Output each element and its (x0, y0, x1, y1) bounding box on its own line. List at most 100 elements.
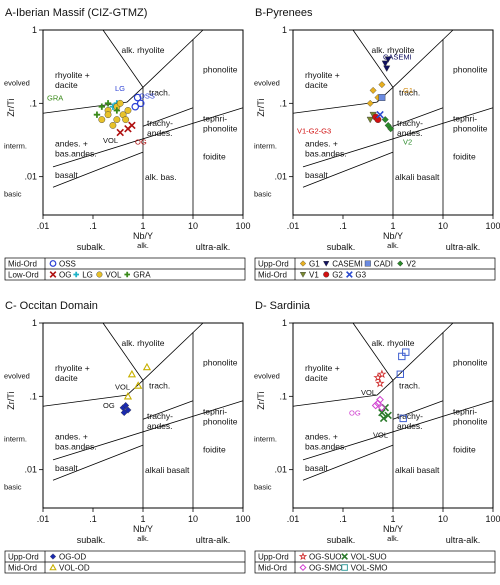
field-label-line: bas.andes. (55, 149, 97, 159)
legend-group-label: Low-Ord (8, 271, 39, 280)
field-label: phonolite (203, 358, 238, 368)
field-label-line: trachy- (147, 118, 173, 128)
field-label-line: rhyolite + (55, 363, 90, 373)
annotation-label: GRA (47, 93, 63, 102)
field-boundary-line (102, 322, 144, 381)
y-tick-label: .1 (29, 391, 37, 401)
field-label: basalt (55, 463, 78, 473)
field-label-line: andes. (397, 128, 423, 138)
data-point (122, 402, 130, 409)
side-label: interm. (254, 141, 277, 150)
legend-symbol (124, 271, 130, 278)
field-label: trachy-andes. (147, 411, 173, 431)
y-tick-label: .1 (279, 391, 287, 401)
field-label: basalt (305, 170, 328, 180)
x-tick-label: 10 (438, 514, 448, 524)
annotation-label: OG (135, 138, 147, 147)
x-tick-label: .1 (89, 221, 97, 231)
legend-item-label: VOL-SUO (351, 553, 387, 562)
data-point (378, 94, 386, 101)
data-point (116, 99, 124, 107)
panel-title: C- Occitan Domain (5, 300, 98, 312)
legend-symbol (49, 553, 57, 560)
annotation-label: V2 (403, 138, 412, 147)
field-label: rhyolite + dacite (55, 70, 90, 90)
field-label-line: dacite (305, 373, 328, 383)
data-point (366, 99, 374, 107)
series-cadi (378, 94, 386, 101)
field-boundary-line (392, 322, 454, 381)
side-label: basic (254, 483, 272, 492)
field-label-line: bas.andes. (55, 442, 97, 452)
data-point (376, 110, 384, 119)
alk-bottom-label: alk. (387, 534, 399, 543)
data-point (381, 60, 389, 68)
field-label: phonolite (453, 358, 488, 368)
legend-symbol (323, 271, 330, 278)
data-point (120, 409, 128, 417)
data-point (123, 391, 133, 400)
data-point (116, 128, 124, 137)
legend-symbol (96, 271, 103, 278)
data-point (133, 93, 142, 102)
x-tick-label: .1 (339, 221, 347, 231)
panel-title: D- Sardinia (255, 300, 311, 312)
data-point (387, 125, 395, 133)
series-og-smo (371, 395, 386, 412)
field-label-line: bas.andes. (305, 149, 347, 159)
field-label-line: trachy- (397, 411, 423, 421)
series-g3 (376, 110, 384, 119)
field-boundary-line (292, 394, 378, 407)
data-point (369, 86, 377, 94)
panel-title: A-Iberian Massif (CIZ-GTMZ) (5, 7, 147, 19)
x-tick-label: .1 (339, 514, 347, 524)
annotation-label: LG (115, 84, 125, 93)
field-label: tephri-phonolite (203, 114, 238, 134)
field-boundary-line (292, 101, 378, 114)
field-label-line: phonolite (203, 124, 238, 134)
field-boundary-line (142, 29, 204, 88)
field-label-line: dacite (305, 80, 328, 90)
side-label: evolved (4, 372, 30, 381)
field-boundary-line (392, 400, 444, 420)
data-point (104, 100, 112, 107)
alk-bottom-label: alk. (387, 241, 399, 250)
field-label-line: andes. + (305, 432, 338, 442)
data-point (124, 406, 132, 414)
legend-item-label: OG (59, 271, 71, 280)
legend-item-label: G2 (332, 271, 343, 280)
data-point (98, 116, 106, 123)
field-boundary-line (142, 400, 194, 420)
legend-symbol (49, 271, 57, 278)
field-label: alkali basalt (395, 172, 440, 182)
legend-symbol (364, 260, 371, 267)
legend-item-label: LG (82, 271, 93, 280)
field-label-line: bas.andes. (305, 442, 347, 452)
legend-item-label: OG-SUO (309, 553, 341, 562)
data-point (375, 378, 385, 388)
data-point (134, 381, 143, 389)
legend-symbol (298, 552, 308, 561)
x-tick-label: .01 (287, 514, 300, 524)
annotation-label: VOL (361, 388, 376, 397)
y-tick-label: .1 (279, 98, 287, 108)
data-point (104, 111, 112, 119)
field-label: trachy-andes. (397, 118, 423, 138)
field-boundary-line (102, 29, 144, 88)
field-label: foidite (203, 445, 226, 455)
field-label-line: andes. + (55, 432, 88, 442)
field-label: trach. (149, 88, 170, 98)
annotation-label: VOL (103, 136, 118, 145)
side-label: basic (4, 483, 22, 492)
field-label: rhyolite + dacite (305, 363, 340, 383)
field-label: trach. (399, 381, 420, 391)
ultra-alk-label: ultra-alk. (196, 242, 231, 252)
legend-symbol (49, 260, 57, 267)
legend-group-label: Upp-Ord (258, 260, 289, 269)
legend-item-label: CASEMI (332, 260, 363, 269)
panel-title: B-Pyrenees (255, 7, 313, 19)
field-label: alk. rhyolite (372, 338, 415, 348)
series-vol-od (123, 362, 152, 400)
x-tick-label: 1 (390, 514, 395, 524)
